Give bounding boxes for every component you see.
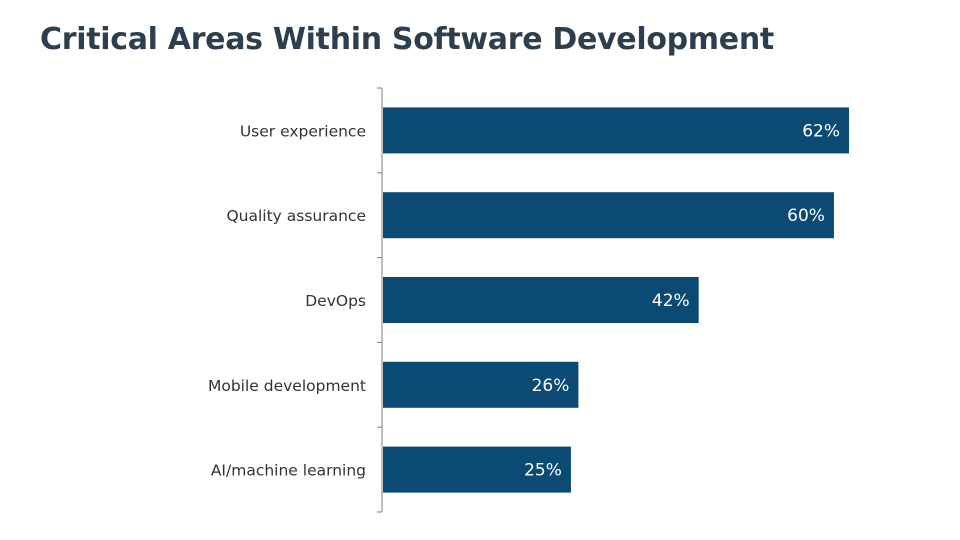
bar-ai-machine-learning bbox=[383, 446, 571, 493]
category-label: DevOps bbox=[305, 292, 366, 310]
category-label: User experience bbox=[240, 122, 366, 140]
category-label: Mobile development bbox=[208, 377, 366, 395]
bar-devops bbox=[383, 277, 699, 323]
value-label: 42% bbox=[652, 291, 690, 311]
value-label: 62% bbox=[802, 121, 840, 141]
bar-quality-assurance bbox=[383, 192, 834, 239]
category-label: AI/machine learning bbox=[211, 462, 366, 480]
bars-group bbox=[383, 107, 849, 493]
bar-mobile-development bbox=[383, 361, 579, 408]
category-axis bbox=[377, 87, 383, 513]
bar-user-experience bbox=[383, 107, 849, 154]
value-label: 26% bbox=[532, 376, 570, 396]
category-label: Quality assurance bbox=[226, 207, 366, 225]
chart-title: Critical Areas Within Software Developme… bbox=[40, 22, 774, 57]
value-label: 25% bbox=[524, 461, 562, 481]
value-label: 60% bbox=[787, 206, 825, 226]
labels-group: User experience 62% Quality assurance 60% De… bbox=[208, 121, 840, 480]
